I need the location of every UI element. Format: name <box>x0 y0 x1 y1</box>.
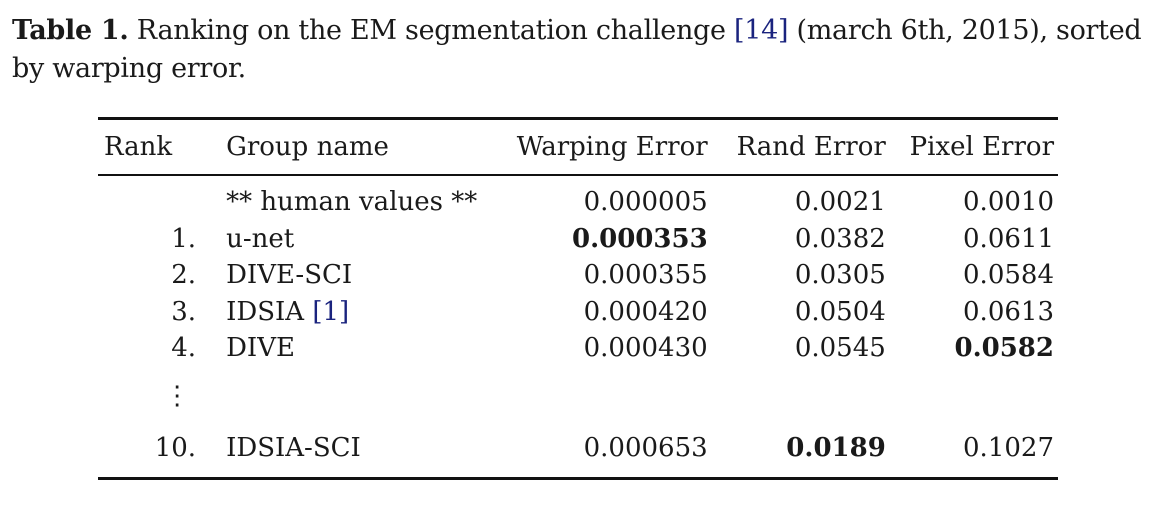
empty-cell <box>716 367 894 425</box>
warping-cell: 0.000653 <box>583 432 708 463</box>
rand-cell: 0.0021 <box>794 187 886 218</box>
pixel-cell: 0.0611 <box>963 223 1054 254</box>
header-warping-error: Warping Error <box>516 132 708 162</box>
rank-cell: 10. <box>154 432 197 463</box>
table-row: 1. u-net 0.000353 0.0382 0.0611 <box>98 221 1058 258</box>
table-row: 10. IDSIA-SCI 0.000653 0.0189 0.1027 <box>98 425 1058 478</box>
caption-text-end: (march 6th, 2015), sorted by warping err… <box>12 15 1142 84</box>
caption-citation-link[interactable]: [14] <box>734 15 789 46</box>
pixel-cell: 0.1027 <box>963 432 1054 463</box>
table-row: 4. DIVE 0.000430 0.0545 0.0582 <box>98 330 1058 367</box>
table-row: 3. IDSIA [1] 0.000420 0.0504 0.0613 <box>98 294 1058 331</box>
warping-cell: 0.000355 <box>583 260 708 291</box>
rand-cell: 0.0305 <box>794 260 886 291</box>
empty-cell <box>477 367 715 425</box>
table-row: 2. DIVE-SCI 0.000355 0.0305 0.0584 <box>98 257 1058 294</box>
group-cell: DIVE-SCI <box>226 260 353 291</box>
header-group-name: Group name <box>226 132 389 162</box>
header-pixel-error: Pixel Error <box>909 132 1054 162</box>
pixel-cell: 0.0613 <box>963 296 1054 327</box>
rank-cell: 1. <box>171 223 197 254</box>
pixel-cell-best: 0.0582 <box>954 333 1054 364</box>
header-rank: Rank <box>104 132 173 162</box>
ellipsis-cell: ⋮ <box>98 367 206 425</box>
vertical-ellipsis-icon: ⋮ <box>164 380 191 411</box>
empty-cell <box>206 367 477 425</box>
caption-label: Table 1. <box>12 15 129 46</box>
group-cell: u-net <box>226 223 295 254</box>
rand-cell: 0.0545 <box>794 333 886 364</box>
rank-cell: 4. <box>171 333 197 364</box>
ranking-table: Rank Group name Warping Error Rand Error… <box>98 117 1058 480</box>
table-row: ** human values ** 0.000005 0.0021 0.001… <box>98 175 1058 221</box>
warping-cell: 0.000420 <box>583 296 708 327</box>
rank-cell: 2. <box>171 260 197 291</box>
group-cell: IDSIA [1] <box>206 294 477 331</box>
caption-text: Ranking on the EM segmentation challenge <box>128 15 734 46</box>
header-rand-error: Rand Error <box>736 132 886 162</box>
pixel-cell: 0.0584 <box>963 260 1054 291</box>
ellipsis-row: ⋮ <box>98 367 1058 425</box>
group-name: IDSIA <box>226 296 313 327</box>
group-citation-link[interactable]: [1] <box>312 296 350 327</box>
rank-cell: 3. <box>171 296 197 327</box>
pixel-cell: 0.0010 <box>963 187 1054 218</box>
warping-cell: 0.000430 <box>583 333 708 364</box>
rank-cell <box>98 175 206 221</box>
group-cell: IDSIA-SCI <box>226 432 361 463</box>
warping-cell: 0.000005 <box>583 187 708 218</box>
group-cell: ** human values ** <box>226 187 478 218</box>
warping-cell-best: 0.000353 <box>571 223 708 254</box>
rand-cell-best: 0.0189 <box>786 432 886 463</box>
table-caption: Table 1. Ranking on the EM segmentation … <box>12 12 1162 88</box>
rand-cell: 0.0382 <box>794 223 886 254</box>
group-cell: DIVE <box>226 333 295 364</box>
header-row: Rank Group name Warping Error Rand Error… <box>98 118 1058 175</box>
empty-cell <box>894 367 1058 425</box>
rand-cell: 0.0504 <box>794 296 886 327</box>
